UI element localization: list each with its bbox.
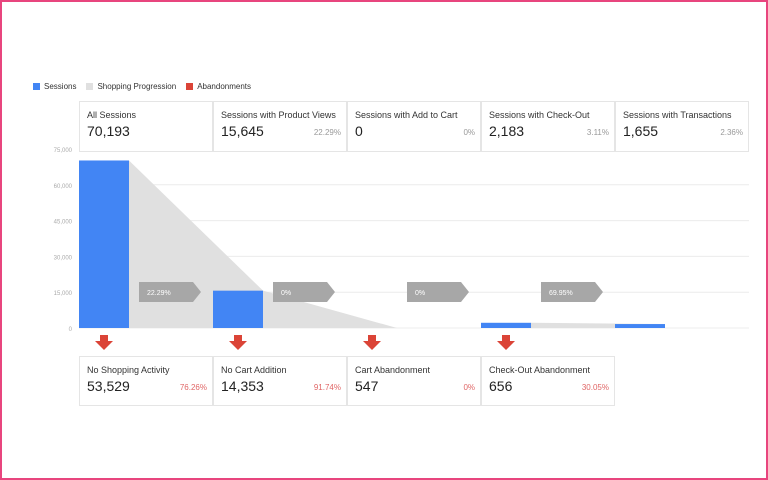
- progression-arrow: [139, 282, 201, 302]
- abandonment-arrow-icon: [497, 335, 515, 350]
- abandonment-card-no-shopping-activity[interactable]: No Shopping Activity 53,529 76.26%: [79, 356, 213, 406]
- progression-percent-label: 0%: [415, 290, 425, 297]
- stage-label: All Sessions: [87, 110, 137, 120]
- abandonment-label: Cart Abandonment: [355, 365, 431, 375]
- abandonment-percent: 0%: [463, 383, 475, 392]
- abandonment-arrow-icon: [229, 335, 247, 350]
- progression-arrow: [541, 282, 603, 302]
- stage-card-check-out[interactable]: Sessions with Check-Out 2,183 3.11%: [481, 101, 615, 152]
- abandonment-value: 53,529: [87, 378, 130, 394]
- progression-arrow: [273, 282, 335, 302]
- y-tick-label: 45,000: [54, 220, 73, 226]
- stage-percent: 22.29%: [313, 128, 341, 137]
- abandonment-label: No Cart Addition: [221, 365, 287, 375]
- stage-value: 1,655: [623, 123, 659, 139]
- legend: Sessions Shopping Progression Abandonmen…: [33, 82, 251, 91]
- legend-swatch-shopping-progression: [86, 83, 94, 90]
- abandonment-percent: 76.26%: [179, 383, 207, 392]
- y-tick-label: 60,000: [54, 184, 73, 190]
- stage-label: Sessions with Add to Cart: [355, 110, 458, 120]
- session-bar: [213, 290, 263, 328]
- abandonment-card-check-out-abandonment[interactable]: Check-Out Abandonment 656 30.05%: [481, 356, 615, 406]
- abandonment-percent: 91.74%: [313, 383, 341, 392]
- session-bar: [615, 324, 665, 328]
- stage-card-transactions[interactable]: Sessions with Transactions 1,655 2.36%: [615, 101, 749, 152]
- progression-area: [263, 290, 397, 328]
- abandonment-card-no-cart-addition[interactable]: No Cart Addition 14,353 91.74%: [213, 356, 347, 406]
- abandonment-percent: 30.05%: [581, 383, 609, 392]
- progression-percent-label: 22.29%: [147, 290, 171, 297]
- legend-label-abandonments: Abandonments: [197, 82, 252, 91]
- legend-item-shopping-progression[interactable]: Shopping Progression: [86, 82, 176, 91]
- y-tick-label: 75,000: [54, 148, 73, 154]
- abandonment-card-cart-abandonment[interactable]: Cart Abandonment 547 0%: [347, 356, 481, 406]
- stage-label: Sessions with Check-Out: [489, 110, 590, 120]
- abandonment-label: No Shopping Activity: [87, 365, 170, 375]
- stage-value: 0: [355, 123, 363, 139]
- session-bar: [481, 322, 531, 328]
- y-tick-label: 15,000: [54, 291, 73, 297]
- session-bar: [79, 160, 129, 328]
- stage-value: 70,193: [87, 123, 130, 139]
- y-tick-label: 0: [69, 327, 73, 333]
- abandonment-value: 14,353: [221, 378, 264, 394]
- stage-label: Sessions with Product Views: [221, 110, 336, 120]
- y-tick-label: 30,000: [54, 255, 73, 261]
- stage-value: 2,183: [489, 123, 525, 139]
- progression-percent-label: 69.95%: [549, 290, 573, 297]
- legend-swatch-sessions: [33, 83, 40, 90]
- stage-percent: 0%: [463, 128, 475, 137]
- legend-label-shopping-progression: Shopping Progression: [97, 82, 177, 91]
- abandonment-value: 547: [355, 378, 379, 394]
- stage-card-all-sessions[interactable]: All Sessions 70,193: [79, 101, 213, 152]
- stage-card-product-views[interactable]: Sessions with Product Views 15,645 22.29…: [213, 101, 347, 152]
- progression-arrow: [407, 282, 469, 302]
- stage-percent: 3.11%: [586, 128, 609, 137]
- abandonment-arrow-icon: [95, 335, 113, 350]
- progression-percent-label: 0%: [281, 290, 291, 297]
- stage-percent: 2.36%: [720, 128, 743, 137]
- abandonment-label: Check-Out Abandonment: [489, 365, 591, 375]
- legend-item-sessions[interactable]: Sessions: [33, 82, 76, 91]
- legend-swatch-abandonments: [186, 83, 194, 90]
- stage-label: Sessions with Transactions: [623, 110, 732, 120]
- stage-value: 15,645: [221, 123, 264, 139]
- stage-card-add-to-cart[interactable]: Sessions with Add to Cart 0 0%: [347, 101, 481, 152]
- legend-label-sessions: Sessions: [44, 82, 77, 91]
- legend-item-abandonments[interactable]: Abandonments: [186, 82, 251, 91]
- abandonment-arrow-icon: [363, 335, 381, 350]
- abandonment-value: 656: [489, 378, 513, 394]
